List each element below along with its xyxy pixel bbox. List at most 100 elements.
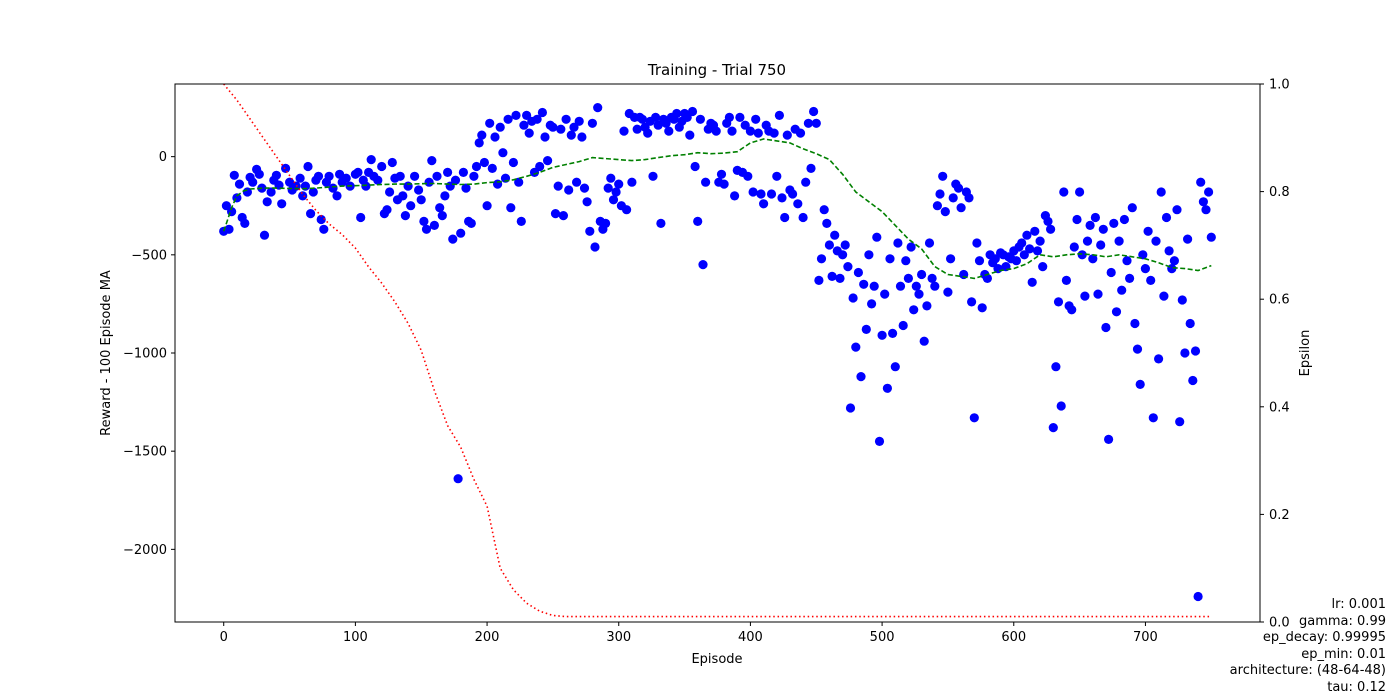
reward-point [429,220,439,230]
reward-point [493,179,503,189]
reward-point [453,474,463,484]
reward-point [687,106,698,117]
reward-point [319,224,329,234]
reward-point [487,163,497,173]
reward-point [1164,246,1174,256]
reward-point [632,124,642,134]
reward-point [935,189,945,199]
reward-point [695,114,706,124]
reward-point [561,114,571,124]
reward-point [693,216,703,226]
reward-point [1080,291,1090,301]
reward-point [1088,254,1098,264]
reward-point [1082,236,1093,246]
reward-point [827,271,837,281]
x-tick-label: 200 [475,630,500,645]
reward-point [503,114,513,124]
reward-point [1101,322,1111,333]
reward-point [759,199,769,209]
reward-point [506,203,516,213]
reward-point [519,120,529,130]
reward-point [1093,289,1103,299]
param-architecture: architecture: (48-64-48) [1229,663,1386,678]
reward-point [254,169,264,179]
reward-point [838,250,848,260]
reward-point [753,128,763,138]
reward-point [777,193,787,203]
y2-tick-label: 1.0 [1269,78,1290,93]
reward-point [490,132,500,142]
x-tick-label: 400 [738,630,763,645]
reward-point [259,230,270,240]
reward-point [861,324,871,334]
reward-point [774,110,785,120]
reward-point [479,157,489,168]
reward-point [946,254,956,264]
y-tick-label: −2000 [123,543,167,558]
reward-point [917,269,927,280]
reward-point [682,112,692,122]
reward-point [1104,434,1114,444]
reward-point [614,179,624,189]
reward-point [1090,212,1100,223]
reward-point [1135,379,1145,389]
reward-point [840,240,850,250]
reward-point [809,106,819,117]
reward-point [748,187,758,197]
reward-point [234,179,245,189]
reward-point [824,240,835,250]
reward-point [698,260,708,270]
reward-point [593,103,603,113]
reward-point [890,362,900,372]
y-tick-label: −500 [131,248,167,263]
y-axis-label: Reward - 100 Episode MA [99,270,114,436]
reward-point [651,112,661,122]
reward-point [1183,234,1193,244]
reward-point [1085,220,1095,230]
reward-point [648,171,658,181]
reward-point [550,209,561,219]
reward-point [569,122,579,132]
reward-point [224,224,234,234]
reward-point [830,230,840,240]
y2-tick-label: 0.2 [1269,508,1290,523]
reward-point [313,171,324,181]
reward-point [1072,214,1082,225]
param-tau: tau: 0.12 [1327,679,1386,695]
reward-point [864,250,874,260]
reward-point [627,177,637,187]
reward-point [306,209,316,219]
reward-point [1117,285,1127,295]
reward-point [382,205,392,215]
y-tick-label: 0 [159,150,167,165]
reward-point [1122,256,1132,266]
reward-point [248,177,258,187]
reward-point [898,320,908,331]
reward-point [1206,232,1216,242]
reward-point [932,201,943,211]
reward-point [437,211,447,221]
reward-point [811,118,821,128]
reward-point [1096,240,1106,250]
reward-point [927,273,937,283]
reward-point [1169,256,1179,266]
reward-point [953,183,964,193]
reward-point [440,191,450,201]
reward-point [724,112,735,122]
param-lr: lr: 0.001 [1331,597,1386,612]
reward-point [956,203,966,213]
reward-point [859,279,869,289]
reward-point [1051,362,1061,372]
x-tick-label: 100 [343,630,368,645]
reward-point [601,218,611,228]
reward-point [664,126,674,136]
reward-point [456,228,466,238]
reward-point [566,130,576,140]
reward-point [1125,273,1135,283]
reward-point [622,205,632,215]
reward-point [495,122,505,132]
reward-point [1193,591,1203,602]
reward-point [582,197,592,207]
reward-point [271,170,281,180]
reward-point [416,195,426,205]
